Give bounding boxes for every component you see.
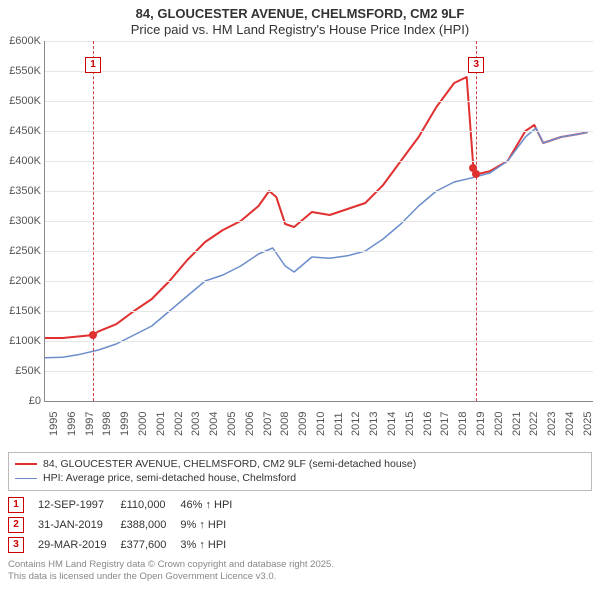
legend-label: HPI: Average price, semi-detached house,…: [43, 471, 296, 486]
events-table: 1 12-SEP-1997£110,00046% ↑ HPI 2 31-JAN-201…: [8, 495, 246, 555]
x-tick-label: 2019: [475, 411, 487, 435]
event-line: [93, 41, 94, 401]
y-tick-label: £350K: [9, 185, 41, 197]
series-hpi: [45, 128, 588, 358]
event-price: £388,000: [120, 515, 180, 535]
x-tick-label: 2021: [511, 411, 523, 435]
event-date: 12-SEP-1997: [38, 495, 120, 515]
legend-item: HPI: Average price, semi-detached house,…: [15, 471, 585, 486]
y-tick-label: £450K: [9, 125, 41, 137]
x-tick-label: 1998: [101, 411, 113, 435]
event-pct: 3% ↑ HPI: [180, 535, 246, 555]
x-tick-label: 2006: [244, 411, 256, 435]
y-tick-label: £200K: [9, 275, 41, 287]
x-tick-label: 1999: [119, 411, 131, 435]
y-tick-label: £100K: [9, 335, 41, 347]
x-tick-label: 2004: [208, 411, 220, 435]
x-tick-label: 2005: [226, 411, 238, 435]
legend-swatch: [15, 463, 37, 465]
gridline: [45, 281, 593, 282]
x-axis-labels: 1995 1996 1997 1998 1999 2000 2001 2002 2003 2004…: [44, 402, 592, 442]
chart-subtitle: Price paid vs. HM Land Registry's House …: [0, 22, 600, 41]
gridline: [45, 191, 593, 192]
sale-dot: [472, 170, 480, 178]
x-tick-label: 2017: [439, 411, 451, 435]
x-tick-label: 1995: [48, 411, 60, 435]
legend: 84, GLOUCESTER AVENUE, CHELMSFORD, CM2 9…: [8, 452, 592, 491]
event-marker: 1: [85, 57, 101, 73]
y-tick-label: £0: [29, 395, 41, 407]
gridline: [45, 221, 593, 222]
chart-title: 84, GLOUCESTER AVENUE, CHELMSFORD, CM2 9…: [0, 0, 600, 22]
y-tick-label: £400K: [9, 155, 41, 167]
x-tick-label: 2007: [262, 411, 274, 435]
y-tick-label: £250K: [9, 245, 41, 257]
x-tick-label: 2025: [582, 411, 594, 435]
event-date: 31-JAN-2019: [38, 515, 120, 535]
footnote-line: This data is licensed under the Open Gov…: [8, 571, 592, 583]
x-tick-label: 2010: [315, 411, 327, 435]
legend-item: 84, GLOUCESTER AVENUE, CHELMSFORD, CM2 9…: [15, 457, 585, 472]
sale-dot: [89, 331, 97, 339]
gridline: [45, 131, 593, 132]
x-tick-label: 2009: [297, 411, 309, 435]
gridline: [45, 371, 593, 372]
gridline: [45, 41, 593, 42]
x-tick-label: 2012: [350, 411, 362, 435]
x-tick-label: 2015: [404, 411, 416, 435]
footnote-line: Contains HM Land Registry data © Crown c…: [8, 559, 592, 571]
x-tick-label: 2024: [564, 411, 576, 435]
x-tick-label: 2008: [279, 411, 291, 435]
x-tick-label: 2023: [546, 411, 558, 435]
y-tick-label: £550K: [9, 65, 41, 77]
gridline: [45, 311, 593, 312]
event-pct: 46% ↑ HPI: [180, 495, 246, 515]
y-tick-label: £500K: [9, 95, 41, 107]
event-num: 1: [8, 497, 24, 513]
x-tick-label: 1996: [66, 411, 78, 435]
event-num: 3: [8, 537, 24, 553]
gridline: [45, 341, 593, 342]
x-tick-label: 2014: [386, 411, 398, 435]
series-price_paid: [45, 77, 588, 338]
gridline: [45, 71, 593, 72]
event-price: £110,000: [120, 495, 180, 515]
event-num: 2: [8, 517, 24, 533]
event-row: 1 12-SEP-1997£110,00046% ↑ HPI: [8, 495, 246, 515]
event-row: 3 29-MAR-2019£377,6003% ↑ HPI: [8, 535, 246, 555]
y-tick-label: £150K: [9, 305, 41, 317]
price-chart: £0£50K£100K£150K£200K£250K£300K£350K£400…: [44, 41, 593, 402]
gridline: [45, 161, 593, 162]
event-date: 29-MAR-2019: [38, 535, 120, 555]
legend-swatch: [15, 478, 37, 479]
event-marker: 3: [468, 57, 484, 73]
event-price: £377,600: [120, 535, 180, 555]
y-tick-label: £50K: [15, 365, 41, 377]
gridline: [45, 101, 593, 102]
legend-label: 84, GLOUCESTER AVENUE, CHELMSFORD, CM2 9…: [43, 457, 416, 472]
x-tick-label: 2018: [457, 411, 469, 435]
x-tick-label: 2001: [155, 411, 167, 435]
x-tick-label: 2002: [173, 411, 185, 435]
x-tick-label: 2000: [137, 411, 149, 435]
x-tick-label: 2003: [190, 411, 202, 435]
y-tick-label: £600K: [9, 35, 41, 47]
x-tick-label: 2022: [528, 411, 540, 435]
x-tick-label: 2011: [333, 412, 345, 436]
x-tick-label: 2020: [493, 411, 505, 435]
x-tick-label: 1997: [84, 411, 96, 435]
x-tick-label: 2013: [368, 411, 380, 435]
footnote: Contains HM Land Registry data © Crown c…: [8, 559, 592, 583]
y-tick-label: £300K: [9, 215, 41, 227]
x-tick-label: 2016: [422, 411, 434, 435]
event-row: 2 31-JAN-2019£388,0009% ↑ HPI: [8, 515, 246, 535]
event-line: [476, 41, 477, 401]
event-pct: 9% ↑ HPI: [180, 515, 246, 535]
gridline: [45, 251, 593, 252]
